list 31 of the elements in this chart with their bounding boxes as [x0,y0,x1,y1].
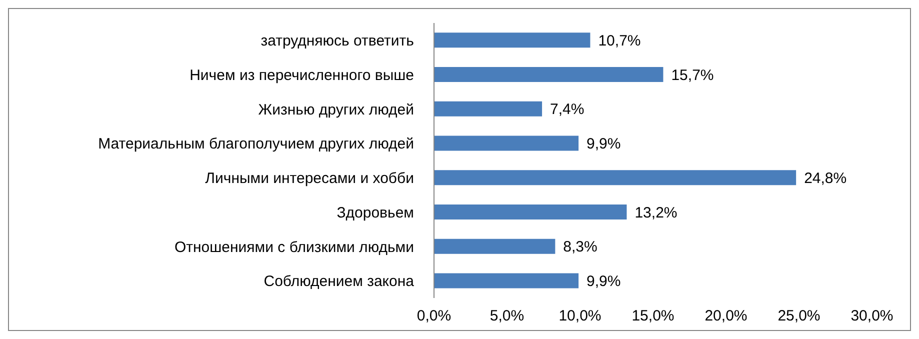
y-tick-label: Материальным благополучием других людей [98,136,414,153]
data-label: 7,4% [550,101,584,118]
x-tick-label: 0,0% [416,308,452,325]
data-label: 9,9% [586,136,621,153]
bar [434,170,796,186]
data-label: 15,7% [671,66,714,84]
bar [434,32,590,48]
bar [434,238,556,254]
y-tick-label: Жизнью других людей [258,101,414,118]
x-tick-label: 5,0% [490,308,524,325]
bar [434,204,627,220]
data-label: 8,3% [563,238,598,256]
bar [434,273,579,288]
y-tick-label: Здоровьем [336,204,414,222]
y-tick-label: Личными интересами и хобби [205,170,414,188]
y-tick-label: Ничем из перечисленного выше [190,66,414,84]
x-tick-label: 20,0% [704,308,748,325]
x-tick-label: 25,0% [778,308,820,325]
x-tick-label: 30,0% [850,308,894,325]
x-tick-label: 10,0% [558,308,602,325]
bar [434,67,664,82]
y-tick-label: затрудняюсь ответить [260,32,414,50]
data-label: 10,7% [598,32,641,50]
y-tick-label: Соблюдением закона [264,273,415,290]
data-label: 24,8% [804,170,847,187]
data-label: 13,2% [634,204,678,222]
bar [434,101,542,116]
bar [434,136,579,151]
data-label: 9,9% [586,273,621,290]
x-tick-label: 15,0% [632,308,674,325]
y-tick-label: Отношениями с близкими людьми [174,238,414,256]
